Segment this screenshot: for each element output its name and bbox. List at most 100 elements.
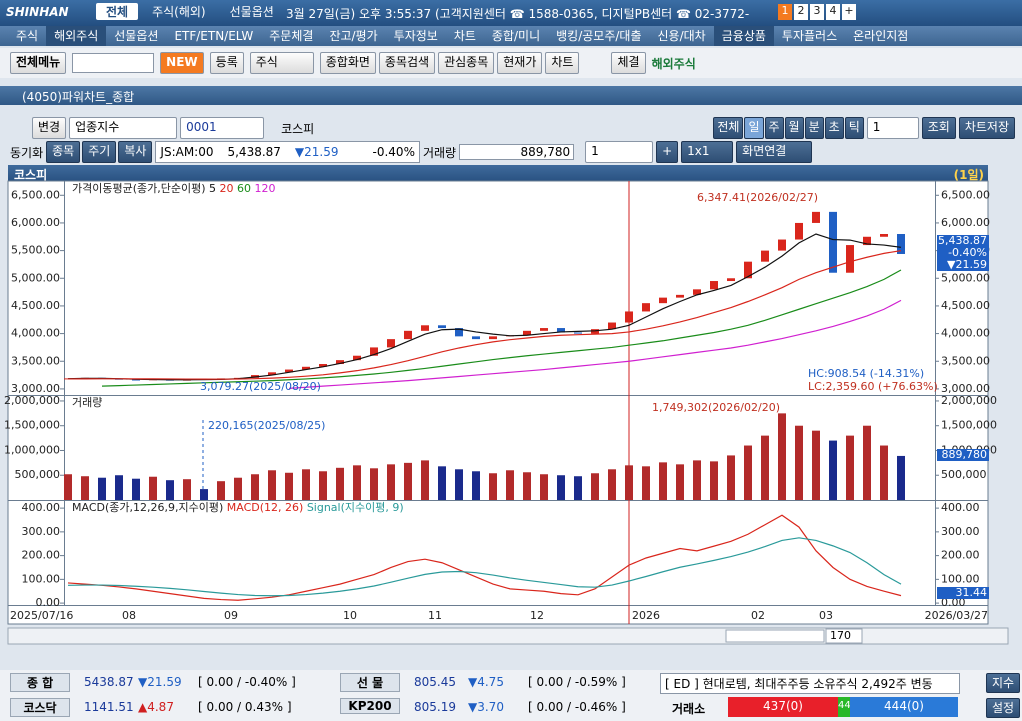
item[interactable]: 선물옵션	[114, 29, 159, 43]
volume-bar	[217, 481, 225, 500]
item: ▼4.75	[468, 675, 504, 689]
index-type[interactable]: 업종지수	[69, 117, 178, 139]
candle	[727, 278, 735, 282]
volume-bar	[64, 474, 72, 500]
item[interactable]: 복사	[118, 141, 153, 163]
item[interactable]: 2	[794, 4, 808, 20]
item[interactable]: 주문체결	[269, 29, 314, 43]
item[interactable]: 뱅킹/공모주/대출	[556, 29, 642, 43]
item[interactable]: 차트	[545, 52, 580, 74]
item[interactable]: 투자플러스	[781, 29, 838, 43]
item[interactable]: 투자정보	[393, 29, 438, 43]
plus[interactable]: +	[656, 141, 679, 163]
item[interactable]: 3	[810, 4, 824, 20]
item[interactable]: 주식(해외)	[152, 5, 206, 19]
item[interactable]: 4	[826, 4, 840, 20]
split[interactable]: 1	[585, 141, 654, 163]
volume-bar	[336, 467, 344, 500]
item[interactable]: 종합/미니	[491, 29, 541, 43]
market: 거래소	[672, 702, 706, 716]
volume-bar	[863, 425, 871, 500]
item[interactable]: 일	[744, 117, 764, 139]
sync: 동기화	[10, 145, 44, 160]
item: ▼21.59	[138, 675, 182, 689]
item[interactable]: 분	[804, 117, 824, 139]
item[interactable]: 신용/대차	[657, 29, 706, 43]
change[interactable]: 변경	[32, 117, 67, 139]
item[interactable]: 해외주식	[46, 26, 107, 46]
search-input[interactable]	[72, 53, 155, 73]
candle	[438, 325, 446, 329]
candle	[370, 347, 378, 356]
volume-bar	[778, 413, 786, 500]
badge: ▼21.59	[947, 258, 987, 271]
y-tick-label: 1,500,000	[941, 419, 997, 432]
y-tick-label: 300.00	[22, 525, 61, 538]
item[interactable]: +	[842, 4, 856, 20]
legend-item: Signal(지수이평, 9)	[307, 501, 404, 514]
item[interactable]: 전체	[96, 3, 139, 20]
item[interactable]: 종합화면	[319, 52, 376, 74]
item[interactable]: 금융상품	[713, 26, 774, 46]
item[interactable]: 주	[764, 117, 784, 139]
item[interactable]: 전체	[713, 117, 744, 139]
series-line	[67, 537, 902, 597]
item[interactable]: ETF/ETN/ELW	[174, 29, 254, 43]
item[interactable]: 잔고/평가	[329, 29, 378, 43]
volume-bar	[98, 477, 106, 500]
badge-bg	[937, 259, 989, 271]
control-row-1: 변경 업종지수 0001 코스피 전체 일 주 월 분 초 틱 1 조회 차트저장	[10, 117, 1015, 139]
item[interactable]: 주식	[16, 29, 39, 43]
candle	[761, 250, 769, 262]
volume-bar	[506, 470, 514, 500]
item[interactable]: 종목	[46, 141, 81, 163]
logo: SHINHAN	[6, 5, 69, 19]
panel-period: (1일)	[953, 168, 984, 182]
panel-name: 코스피	[14, 168, 48, 182]
candle	[489, 336, 497, 340]
y-tick-label: 5,000.00	[11, 271, 60, 284]
item[interactable]: 온라인지점	[853, 29, 909, 43]
all-menu[interactable]: 전체메뉴	[10, 52, 67, 74]
item[interactable]: 틱	[844, 117, 864, 139]
badge: -0.40%	[948, 246, 987, 259]
volume-bar	[557, 475, 565, 500]
volume-bar	[387, 464, 395, 500]
query[interactable]: 조회	[921, 117, 956, 139]
item[interactable]: 1	[778, 4, 792, 20]
candle	[523, 330, 531, 336]
candle	[897, 234, 905, 254]
item[interactable]: 초	[824, 117, 844, 139]
link[interactable]: 화면연결	[736, 141, 813, 163]
save[interactable]: 차트저장	[958, 117, 1015, 139]
change: ▼21.59	[294, 145, 339, 159]
item: [ 0.00 / -0.46% ]	[528, 700, 626, 714]
overseas[interactable]: 해외주식	[651, 56, 696, 71]
register[interactable]: 등록	[209, 52, 244, 74]
count[interactable]: 1	[866, 117, 919, 139]
up-count: 437(0)	[728, 697, 838, 717]
x-tick-label: 10	[343, 609, 357, 622]
kind-select[interactable]: 주식	[249, 52, 314, 74]
item[interactable]: 현재가	[497, 52, 543, 74]
item[interactable]: 관심종목	[438, 52, 495, 74]
item[interactable]: 주기	[82, 141, 117, 163]
item[interactable]: 월	[784, 117, 804, 139]
volume-bar	[591, 473, 599, 500]
x-tick-label: 2026	[632, 609, 660, 622]
candle	[285, 369, 293, 373]
item[interactable]: 선물옵션	[229, 5, 274, 19]
zoom-slider[interactable]	[725, 629, 825, 643]
layout[interactable]: 1x1	[681, 141, 734, 163]
new[interactable]: NEW	[160, 52, 204, 74]
count-box[interactable]	[825, 628, 863, 644]
screens: 1 2 3 4 +	[778, 4, 856, 20]
item[interactable]: 종목검색	[378, 52, 436, 74]
news-button[interactable]: 지수	[986, 673, 1021, 693]
y-tick-label: 6,500.00	[941, 188, 990, 201]
item[interactable]: 차트	[453, 29, 476, 43]
fill[interactable]: 체결	[611, 52, 646, 74]
code[interactable]: 0001	[180, 117, 265, 139]
volume-bar	[115, 475, 123, 500]
settings[interactable]: 설정	[986, 698, 1021, 718]
